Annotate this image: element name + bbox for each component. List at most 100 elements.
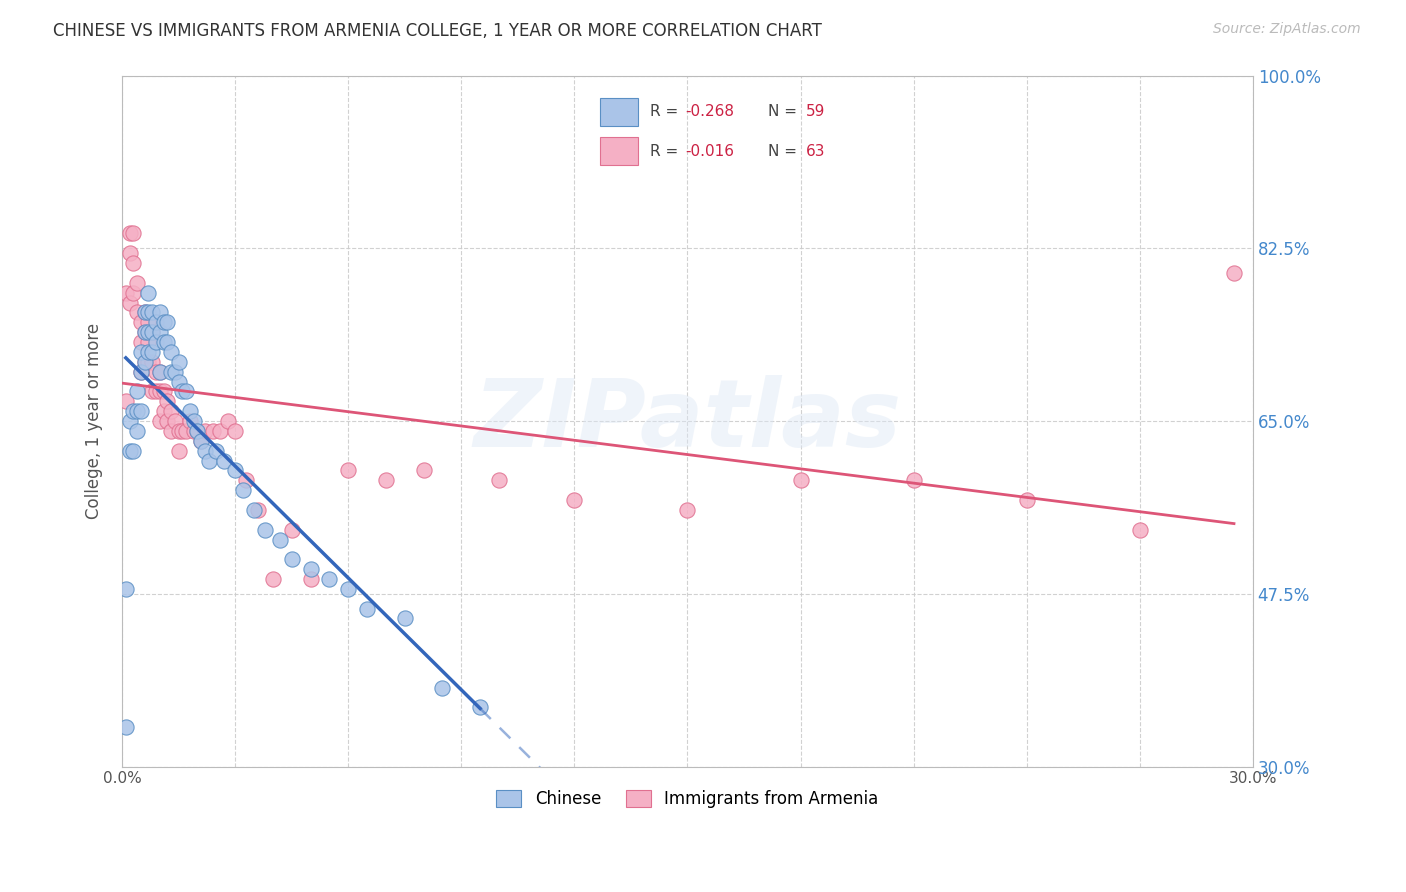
- Point: [167, 443, 190, 458]
- Point: [156, 315, 179, 329]
- Point: [145, 384, 167, 399]
- Point: [190, 434, 212, 448]
- Point: [152, 315, 174, 329]
- Point: [114, 394, 136, 409]
- Point: [246, 503, 269, 517]
- Point: [299, 572, 322, 586]
- Point: [127, 305, 149, 319]
- Point: [156, 334, 179, 349]
- Point: [138, 355, 160, 369]
- Y-axis label: College, 1 year or more: College, 1 year or more: [86, 323, 103, 519]
- Point: [138, 285, 160, 300]
- Point: [254, 523, 277, 537]
- Point: [127, 404, 149, 418]
- Point: [141, 325, 163, 339]
- Point: [232, 483, 254, 497]
- Point: [186, 424, 208, 438]
- Point: [138, 345, 160, 359]
- Legend: Chinese, Immigrants from Armenia: Chinese, Immigrants from Armenia: [489, 783, 886, 815]
- Point: [160, 404, 183, 418]
- Point: [141, 325, 163, 339]
- Point: [145, 365, 167, 379]
- Point: [134, 325, 156, 339]
- Point: [564, 493, 586, 508]
- Point: [197, 453, 219, 467]
- Point: [141, 305, 163, 319]
- Point: [160, 424, 183, 438]
- Point: [138, 325, 160, 339]
- Point: [118, 414, 141, 428]
- Point: [138, 334, 160, 349]
- Point: [138, 315, 160, 329]
- Point: [190, 434, 212, 448]
- Point: [394, 611, 416, 625]
- Point: [149, 325, 172, 339]
- Point: [145, 315, 167, 329]
- Point: [149, 365, 172, 379]
- Point: [468, 700, 491, 714]
- Point: [149, 305, 172, 319]
- Point: [163, 365, 186, 379]
- Point: [299, 562, 322, 576]
- Point: [235, 473, 257, 487]
- Point: [134, 325, 156, 339]
- Point: [152, 384, 174, 399]
- Point: [122, 285, 145, 300]
- Point: [118, 443, 141, 458]
- Point: [134, 355, 156, 369]
- Point: [122, 404, 145, 418]
- Point: [152, 404, 174, 418]
- Point: [114, 582, 136, 596]
- Point: [1129, 523, 1152, 537]
- Point: [118, 246, 141, 260]
- Point: [138, 305, 160, 319]
- Point: [676, 503, 699, 517]
- Point: [129, 345, 152, 359]
- Point: [127, 384, 149, 399]
- Point: [269, 533, 291, 547]
- Point: [122, 227, 145, 241]
- Point: [149, 384, 172, 399]
- Point: [149, 365, 172, 379]
- Point: [186, 424, 208, 438]
- Point: [903, 473, 925, 487]
- Point: [183, 424, 205, 438]
- Point: [488, 473, 510, 487]
- Point: [1223, 266, 1246, 280]
- Point: [262, 572, 284, 586]
- Point: [129, 404, 152, 418]
- Text: CHINESE VS IMMIGRANTS FROM ARMENIA COLLEGE, 1 YEAR OR MORE CORRELATION CHART: CHINESE VS IMMIGRANTS FROM ARMENIA COLLE…: [53, 22, 823, 40]
- Point: [160, 345, 183, 359]
- Point: [118, 227, 141, 241]
- Point: [243, 503, 266, 517]
- Point: [129, 334, 152, 349]
- Point: [183, 414, 205, 428]
- Point: [174, 424, 197, 438]
- Point: [145, 334, 167, 349]
- Text: Source: ZipAtlas.com: Source: ZipAtlas.com: [1213, 22, 1361, 37]
- Point: [129, 365, 152, 379]
- Point: [134, 305, 156, 319]
- Point: [141, 345, 163, 359]
- Point: [789, 473, 811, 487]
- Point: [318, 572, 340, 586]
- Point: [174, 384, 197, 399]
- Point: [167, 424, 190, 438]
- Point: [134, 305, 156, 319]
- Point: [224, 463, 246, 477]
- Point: [194, 443, 217, 458]
- Point: [141, 384, 163, 399]
- Point: [141, 355, 163, 369]
- Point: [280, 523, 302, 537]
- Point: [122, 256, 145, 270]
- Point: [172, 424, 194, 438]
- Point: [149, 414, 172, 428]
- Point: [167, 375, 190, 389]
- Point: [114, 285, 136, 300]
- Point: [118, 295, 141, 310]
- Point: [280, 552, 302, 566]
- Point: [114, 720, 136, 734]
- Point: [167, 355, 190, 369]
- Point: [134, 355, 156, 369]
- Point: [129, 315, 152, 329]
